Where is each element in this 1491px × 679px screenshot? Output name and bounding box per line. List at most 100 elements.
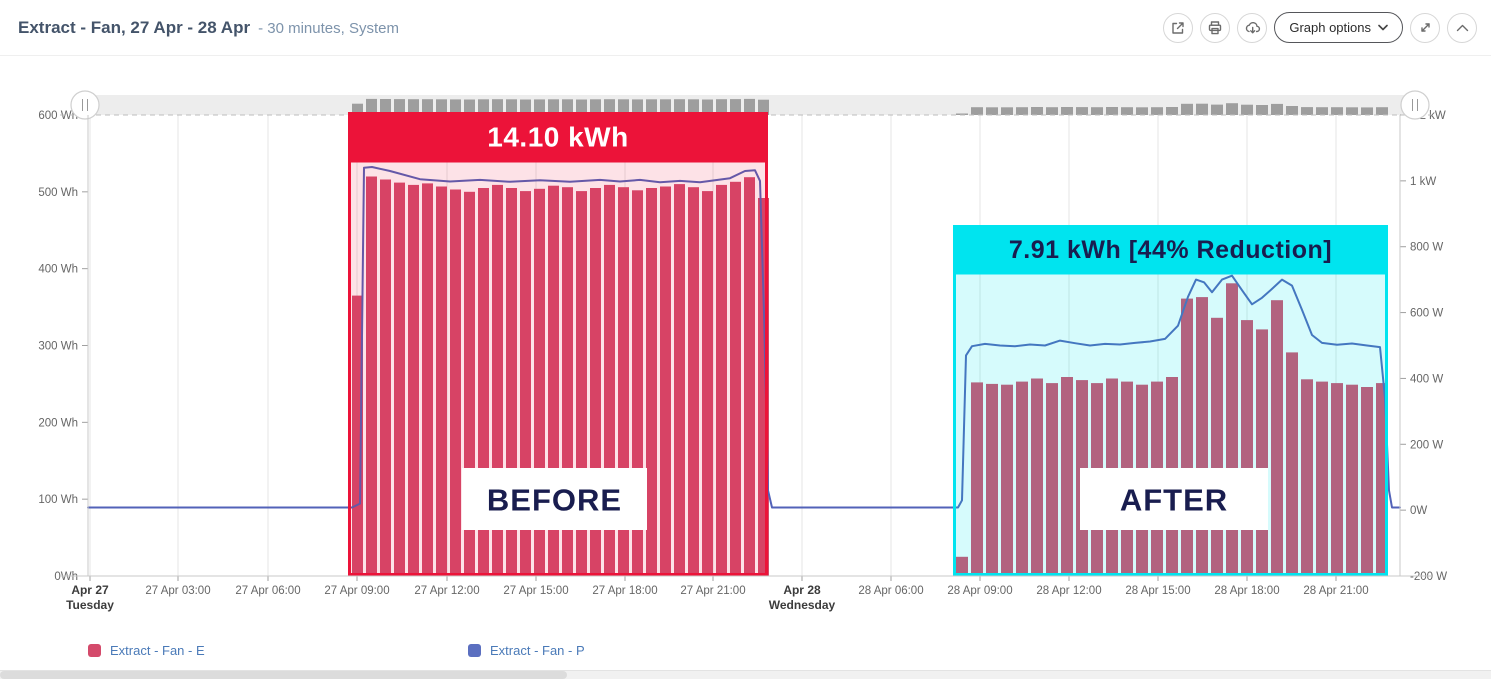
annotation-banner-before: [348, 112, 768, 161]
navigator-handle-left[interactable]: [70, 90, 100, 120]
column-extract-fan-e[interactable]: [464, 191, 475, 576]
navigator-mini-bar: [1331, 107, 1343, 115]
navigator-mini-bar: [758, 99, 769, 115]
x-axis-day-label: Apr 28: [783, 583, 821, 597]
navigator-mini-bar: [1361, 107, 1373, 115]
column-extract-fan-e[interactable]: [604, 184, 615, 576]
column-extract-fan-e[interactable]: [576, 191, 587, 576]
column-extract-fan-e[interactable]: [971, 382, 983, 576]
expand-icon: [1420, 23, 1430, 32]
column-extract-fan-e[interactable]: [478, 188, 489, 576]
download-button[interactable]: [1237, 12, 1268, 43]
column-extract-fan-e[interactable]: [548, 185, 559, 576]
navigator-mini-bar: [730, 99, 741, 115]
toolbar: Graph options: [1163, 12, 1477, 43]
column-extract-fan-e[interactable]: [520, 191, 531, 576]
column-extract-fan-e[interactable]: [1031, 378, 1043, 576]
line-extract-fan-p[interactable]: [87, 166, 1401, 509]
column-extract-fan-e[interactable]: [1331, 383, 1343, 576]
column-extract-fan-e[interactable]: [1301, 379, 1313, 576]
column-extract-fan-e[interactable]: [660, 186, 671, 576]
scrollbar-thumb[interactable]: [0, 671, 567, 679]
navigator-mini-bar: [450, 99, 461, 115]
navigator-handle-right[interactable]: [1400, 90, 1430, 120]
column-extract-fan-e[interactable]: [716, 184, 727, 576]
horizontal-scrollbar[interactable]: [0, 670, 1491, 679]
legend-item-power[interactable]: Extract - Fan - P: [468, 643, 585, 658]
column-extract-fan-e[interactable]: [646, 188, 657, 576]
external-link-icon: [1172, 21, 1185, 34]
column-extract-fan-e[interactable]: [730, 181, 741, 576]
fullscreen-button[interactable]: [1410, 12, 1440, 43]
column-extract-fan-e[interactable]: [986, 383, 998, 576]
column-extract-fan-e[interactable]: [1046, 383, 1058, 576]
column-extract-fan-e[interactable]: [1016, 381, 1028, 576]
column-extract-fan-e[interactable]: [1001, 384, 1013, 576]
graph-options-button[interactable]: Graph options: [1274, 12, 1403, 43]
column-extract-fan-e[interactable]: [632, 190, 643, 576]
x-axis-label: 27 Apr 15:00: [503, 585, 568, 597]
column-extract-fan-e[interactable]: [1271, 300, 1283, 576]
legend-swatch-energy: [88, 644, 101, 657]
navigator-mini-bar: [464, 99, 475, 115]
y-left-label: 400 Wh: [38, 264, 78, 276]
column-extract-fan-e[interactable]: [380, 179, 391, 576]
column-extract-fan-e[interactable]: [1361, 387, 1373, 576]
x-axis-label: 27 Apr 03:00: [145, 585, 210, 597]
navigator-mini-bar: [688, 99, 699, 115]
navigator-mini-bar: [1106, 107, 1118, 115]
column-extract-fan-e[interactable]: [758, 198, 769, 576]
navigator-mini-bar: [1286, 106, 1298, 115]
column-extract-fan-e[interactable]: [744, 177, 755, 576]
column-extract-fan-e[interactable]: [506, 188, 517, 576]
navigator-mini-bar: [394, 99, 405, 115]
navigator-mini-bar: [576, 99, 587, 115]
title-wrap: Extract - Fan, 27 Apr - 28 Apr - 30 minu…: [18, 18, 399, 38]
x-axis-label: 28 Apr 06:00: [858, 585, 923, 597]
column-extract-fan-e[interactable]: [352, 295, 363, 576]
column-extract-fan-e[interactable]: [408, 184, 419, 576]
navigator-mini-bar: [562, 99, 573, 115]
column-extract-fan-e[interactable]: [1061, 377, 1073, 576]
x-axis-label: 28 Apr 15:00: [1125, 585, 1190, 597]
column-extract-fan-e[interactable]: [1316, 381, 1328, 576]
x-axis-label: 28 Apr 12:00: [1036, 585, 1101, 597]
annotation-value-before: 14.10 kWh: [487, 122, 628, 153]
column-extract-fan-e[interactable]: [1286, 352, 1298, 576]
column-extract-fan-e[interactable]: [674, 184, 685, 576]
column-extract-fan-e[interactable]: [956, 556, 968, 576]
column-extract-fan-e[interactable]: [366, 176, 377, 576]
annotation-value-after: 7.91 kWh [44% Reduction]: [1009, 236, 1332, 264]
column-extract-fan-e[interactable]: [1346, 384, 1358, 576]
column-extract-fan-e[interactable]: [492, 184, 503, 576]
navigator-mini-bar: [422, 99, 433, 115]
column-extract-fan-e[interactable]: [562, 187, 573, 576]
column-extract-fan-e[interactable]: [618, 187, 629, 576]
print-button[interactable]: [1200, 12, 1231, 43]
navigator-mini-bar: [408, 99, 419, 115]
column-extract-fan-e[interactable]: [688, 187, 699, 576]
export-button[interactable]: [1163, 12, 1194, 43]
navigator-mini-bar: [366, 98, 377, 115]
legend-item-energy[interactable]: Extract - Fan - E: [88, 643, 205, 658]
navigator-mini-bar: [702, 99, 713, 115]
navigator-mini-bar: [548, 99, 559, 115]
navigator-mini-bar: [1301, 107, 1313, 115]
y-right-label: -200 W: [1410, 571, 1447, 583]
column-extract-fan-e[interactable]: [450, 189, 461, 576]
navigator-mini-bar: [1016, 107, 1028, 115]
annotation-tag-box-after: [1080, 468, 1268, 530]
column-extract-fan-e[interactable]: [702, 191, 713, 576]
collapse-button[interactable]: [1447, 12, 1477, 43]
navigator-mini-bar: [1076, 107, 1088, 115]
column-extract-fan-e[interactable]: [422, 183, 433, 576]
x-axis-label: 27 Apr 09:00: [324, 585, 389, 597]
navigator-mini-bar: [1271, 103, 1283, 115]
column-extract-fan-e[interactable]: [436, 186, 447, 576]
column-extract-fan-e[interactable]: [394, 182, 405, 576]
column-extract-fan-e[interactable]: [534, 188, 545, 576]
column-extract-fan-e[interactable]: [590, 188, 601, 576]
navigator-mini-bar: [1256, 105, 1268, 115]
y-right-label: 1 kW: [1410, 176, 1436, 188]
